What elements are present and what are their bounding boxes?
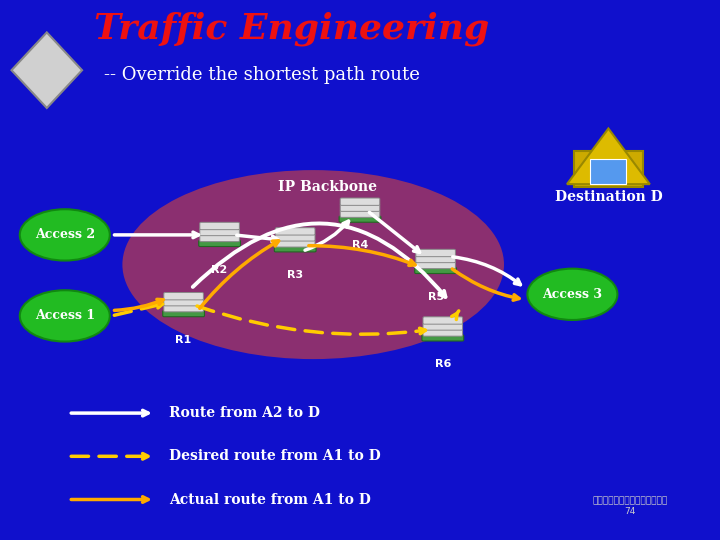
Ellipse shape	[19, 210, 110, 261]
FancyBboxPatch shape	[340, 204, 380, 211]
FancyBboxPatch shape	[275, 240, 315, 247]
FancyBboxPatch shape	[163, 310, 204, 316]
Text: R4: R4	[352, 240, 368, 251]
Text: IP Backbone: IP Backbone	[278, 180, 377, 194]
Text: Destination D: Destination D	[554, 190, 662, 204]
FancyBboxPatch shape	[340, 210, 380, 217]
FancyBboxPatch shape	[164, 299, 203, 306]
Text: 國立清華大學資訊系實施暨教授
74: 國立清華大學資訊系實施暨教授 74	[593, 496, 667, 516]
FancyBboxPatch shape	[422, 335, 464, 341]
FancyBboxPatch shape	[275, 228, 315, 235]
FancyBboxPatch shape	[415, 267, 456, 273]
Text: R3: R3	[287, 270, 303, 280]
FancyBboxPatch shape	[575, 151, 643, 187]
Text: -- Override the shortest path route: -- Override the shortest path route	[104, 66, 420, 84]
Ellipse shape	[19, 291, 110, 342]
FancyBboxPatch shape	[423, 329, 463, 336]
FancyBboxPatch shape	[199, 228, 239, 235]
Polygon shape	[567, 129, 649, 184]
Polygon shape	[12, 32, 82, 108]
FancyBboxPatch shape	[590, 159, 626, 184]
Ellipse shape	[527, 268, 618, 320]
FancyBboxPatch shape	[274, 246, 316, 252]
Text: Access 1: Access 1	[35, 309, 95, 322]
FancyBboxPatch shape	[416, 255, 456, 262]
FancyBboxPatch shape	[164, 305, 203, 312]
FancyBboxPatch shape	[423, 317, 463, 324]
Text: R6: R6	[435, 359, 451, 369]
Text: R5: R5	[428, 292, 444, 302]
Text: Traffic Engineering: Traffic Engineering	[94, 11, 489, 46]
FancyBboxPatch shape	[164, 293, 203, 300]
Text: Access 2: Access 2	[35, 228, 95, 241]
FancyBboxPatch shape	[416, 249, 456, 256]
FancyBboxPatch shape	[199, 240, 240, 246]
Text: R1: R1	[176, 335, 192, 345]
Ellipse shape	[122, 170, 504, 359]
Text: Actual route from A1 to D: Actual route from A1 to D	[169, 492, 371, 507]
FancyBboxPatch shape	[340, 198, 380, 205]
Text: Desired route from A1 to D: Desired route from A1 to D	[169, 449, 381, 463]
Text: R2: R2	[212, 265, 228, 275]
FancyBboxPatch shape	[416, 261, 456, 268]
FancyBboxPatch shape	[423, 323, 463, 330]
Text: Route from A2 to D: Route from A2 to D	[169, 406, 320, 420]
FancyBboxPatch shape	[339, 216, 381, 222]
FancyBboxPatch shape	[199, 222, 239, 230]
FancyBboxPatch shape	[199, 234, 239, 241]
Text: Access 3: Access 3	[542, 288, 603, 301]
FancyBboxPatch shape	[275, 234, 315, 241]
